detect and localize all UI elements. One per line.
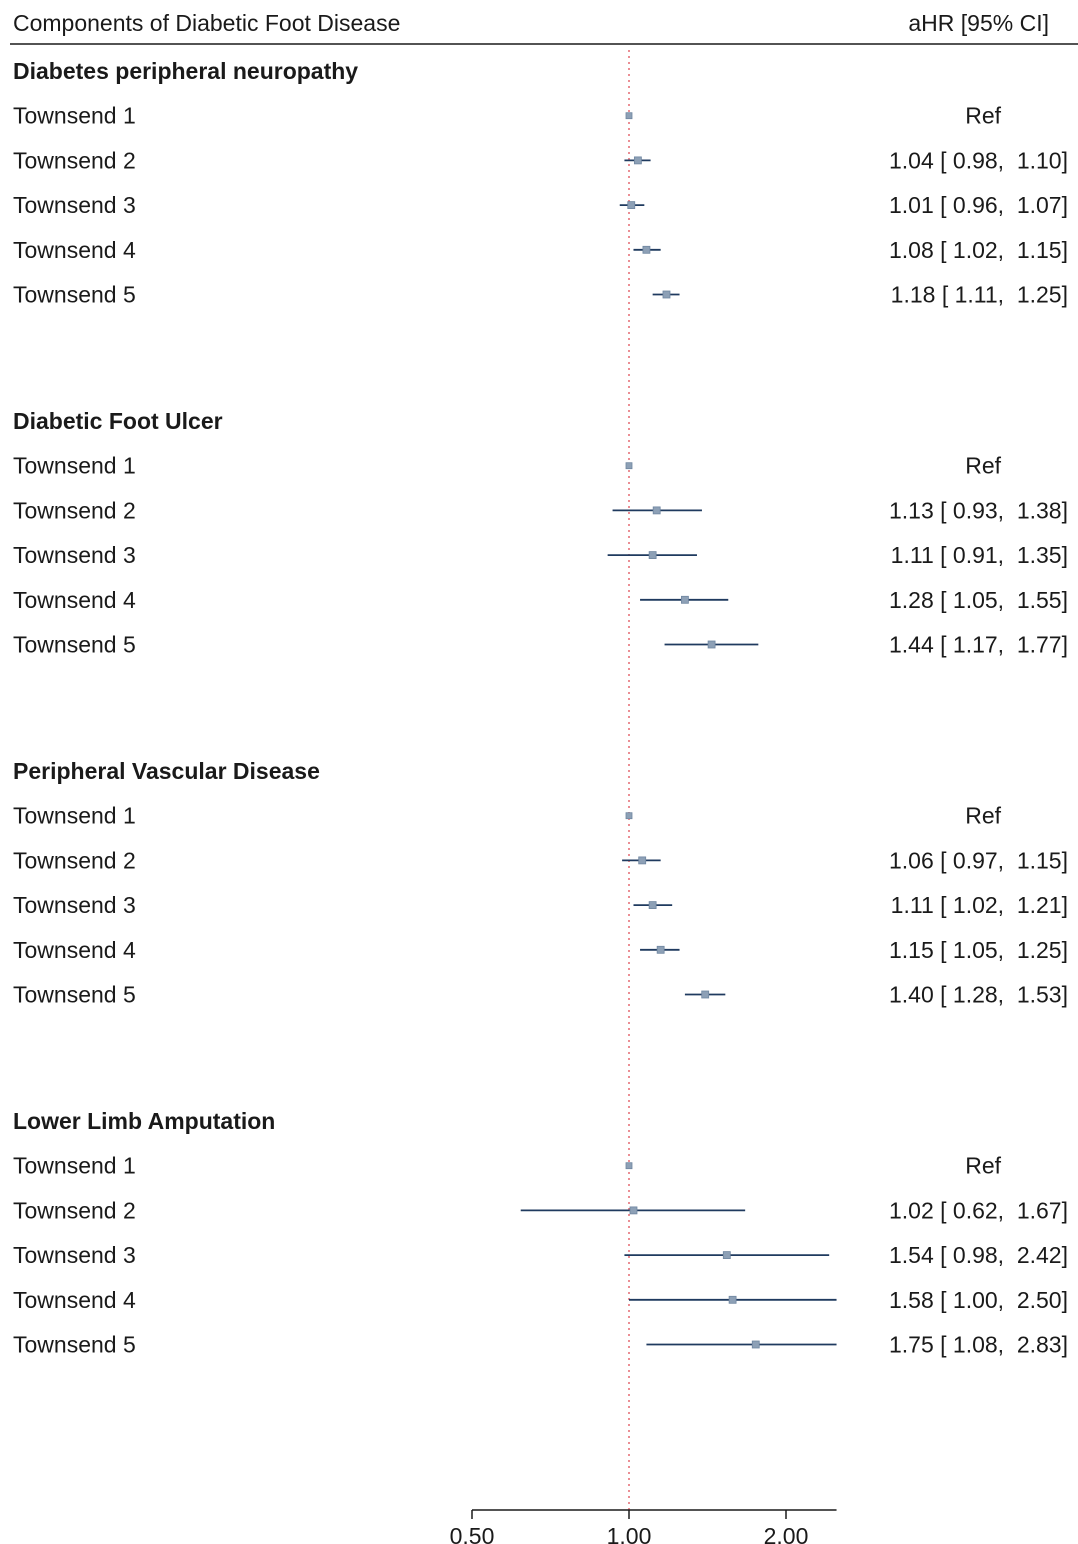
row-label: Townsend 4 <box>13 587 136 613</box>
estimate-text: 1.08 [ 1.02, 1.15] <box>889 237 1068 263</box>
estimate-text: 1.06 [ 0.97, 1.15] <box>889 847 1068 873</box>
group-title: Diabetes peripheral neuropathy <box>13 58 358 84</box>
row-label: Townsend 1 <box>13 103 136 129</box>
estimate-marker <box>681 595 689 604</box>
row-label: Townsend 1 <box>13 453 136 479</box>
row-label: Townsend 5 <box>13 982 136 1008</box>
row-label: Townsend 4 <box>13 937 136 963</box>
row-label: Townsend 2 <box>13 497 136 523</box>
estimate-marker <box>751 1340 760 1349</box>
x-axis: 0.50 1.00 2.00 <box>450 1509 837 1544</box>
estimate-text: 1.40 [ 1.28, 1.53] <box>889 982 1068 1008</box>
estimate-marker <box>629 1206 638 1215</box>
row-label: Townsend 3 <box>13 192 136 218</box>
estimate-marker <box>627 201 636 210</box>
group-title: Peripheral Vascular Disease <box>13 758 320 784</box>
group-title: Lower Limb Amputation <box>13 1108 275 1134</box>
forest-marks: Diabetes peripheral neuropathy Townsend 1… <box>13 50 1068 1512</box>
estimate-marker <box>625 1162 633 1170</box>
row-label: Townsend 5 <box>13 1332 136 1358</box>
estimate-text: 1.01 [ 0.96, 1.07] <box>889 192 1068 218</box>
row-label: Townsend 2 <box>13 1197 136 1223</box>
estimate-text: 1.28 [ 1.05, 1.55] <box>889 587 1068 613</box>
x-tick-label: 2.00 <box>764 1523 809 1544</box>
estimate-text: 1.13 [ 0.93, 1.38] <box>889 497 1068 523</box>
x-tick-label: 1.00 <box>607 1523 652 1544</box>
header-left-label: Components of Diabetic Foot Disease <box>13 10 400 36</box>
estimate-marker <box>625 112 633 120</box>
row-label: Townsend 5 <box>13 282 136 308</box>
estimate-text: 1.44 [ 1.17, 1.77] <box>889 632 1068 658</box>
estimate-text: Ref <box>965 103 1001 129</box>
estimate-marker <box>625 812 633 820</box>
estimate-marker <box>652 506 661 515</box>
estimate-marker <box>642 245 651 254</box>
header-right-label: aHR [95% CI] <box>908 10 1049 36</box>
row-label: Townsend 3 <box>13 1242 136 1268</box>
row-label: Townsend 4 <box>13 1287 136 1313</box>
estimate-marker <box>648 551 657 559</box>
estimate-text: Ref <box>965 803 1001 829</box>
estimate-marker <box>722 1251 731 1259</box>
row-label: Townsend 4 <box>13 237 136 263</box>
estimate-marker <box>701 990 710 999</box>
row-label: Townsend 1 <box>13 1153 136 1179</box>
estimate-text: 1.04 [ 0.98, 1.10] <box>889 147 1068 173</box>
row-label: Townsend 2 <box>13 847 136 873</box>
estimate-text: Ref <box>965 1153 1001 1179</box>
estimate-text: 1.75 [ 1.08, 2.83] <box>889 1332 1068 1358</box>
estimate-marker <box>728 1295 737 1304</box>
estimate-marker <box>625 462 633 470</box>
estimate-text: 1.15 [ 1.05, 1.25] <box>889 937 1068 963</box>
row-label: Townsend 1 <box>13 803 136 829</box>
estimate-marker <box>662 290 671 299</box>
estimate-text: 1.58 [ 1.00, 2.50] <box>889 1287 1068 1313</box>
estimate-text: 1.11 [ 1.02, 1.21] <box>891 892 1068 918</box>
row-label: Townsend 2 <box>13 147 136 173</box>
estimate-text: 1.54 [ 0.98, 2.42] <box>889 1242 1068 1268</box>
estimate-marker <box>656 945 665 954</box>
estimate-text: 1.18 [ 1.11, 1.25] <box>891 282 1068 308</box>
row-label: Townsend 5 <box>13 632 136 658</box>
estimate-marker <box>638 856 647 865</box>
estimate-text: 1.02 [ 0.62, 1.67] <box>889 1197 1068 1223</box>
group-title: Diabetic Foot Ulcer <box>13 408 223 434</box>
estimate-marker <box>648 901 657 909</box>
x-tick-label: 0.50 <box>450 1523 495 1544</box>
row-label: Townsend 3 <box>13 542 136 568</box>
estimate-text: 1.11 [ 0.91, 1.35] <box>891 542 1068 568</box>
estimate-marker <box>633 156 642 165</box>
row-label: Townsend 3 <box>13 892 136 918</box>
estimate-marker <box>707 640 716 649</box>
estimate-text: Ref <box>965 453 1001 479</box>
